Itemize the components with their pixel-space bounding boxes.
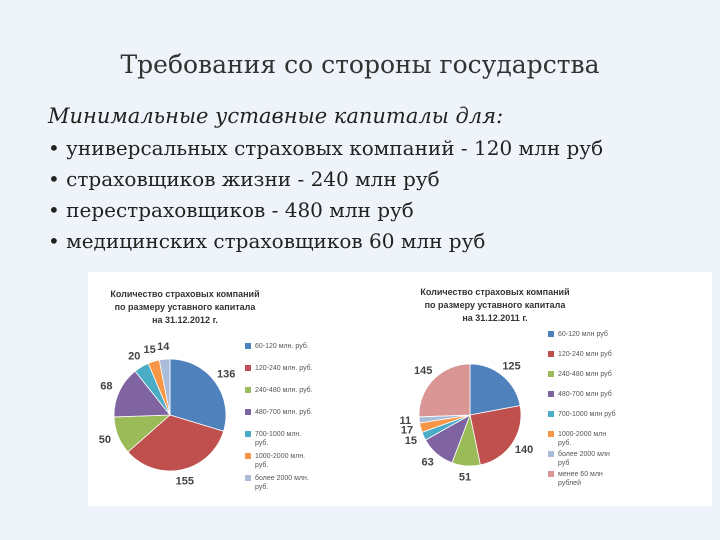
legend-label: менее 60 млн рублей — [558, 471, 603, 487]
legend-swatch — [548, 451, 554, 457]
pie-slice — [169, 358, 227, 432]
chart-title: Количество страховых компаний по размеру… — [420, 287, 570, 323]
legend-label: 120-240 млн руб — [558, 351, 612, 358]
legend-label: 60-120 млн. руб. — [255, 343, 309, 350]
data-label: 51 — [459, 472, 471, 484]
data-label: 140 — [515, 444, 533, 456]
legend-swatch — [548, 351, 554, 357]
legend-swatch — [548, 391, 554, 397]
legend-swatch — [548, 431, 554, 437]
data-label: 125 — [502, 360, 520, 372]
legend-label: 1000-2000 млн. руб. — [255, 453, 306, 469]
bullet: • универсальных страховых компаний - 120… — [48, 136, 604, 160]
data-label: 50 — [99, 434, 111, 446]
pie-slice — [469, 405, 522, 466]
pie-slice — [113, 370, 171, 418]
pie-slice — [127, 414, 225, 472]
legend-label: 240-480 млн. руб. — [255, 387, 313, 394]
data-label: 145 — [414, 365, 432, 377]
bullet: • перестраховщиков - 480 млн руб — [48, 198, 414, 222]
data-label: 20 — [128, 350, 140, 362]
legend-label: 480-700 млн. руб. — [255, 409, 313, 416]
legend-label: 480-700 млн руб — [558, 391, 612, 398]
chart-title: Количество страховых компаний по размеру… — [110, 289, 260, 325]
data-label: 136 — [217, 368, 235, 380]
data-label: 155 — [176, 475, 194, 487]
legend-swatch — [548, 331, 554, 337]
data-label: 68 — [100, 380, 112, 392]
data-label: 63 — [422, 457, 434, 469]
bullet: • медицинских страховщиков 60 млн руб — [48, 229, 486, 253]
subtitle: Минимальные уставные капиталы для: — [48, 104, 504, 128]
legend-label: 120-240 млн. руб. — [255, 365, 313, 372]
legend-swatch — [548, 371, 554, 377]
legend-label: 700-1000 млн руб — [558, 411, 616, 418]
legend-swatch — [548, 411, 554, 417]
legend-label: более 2000 млн руб — [558, 451, 610, 467]
legend-swatch — [245, 387, 251, 393]
legend-label: 240-480 млн руб — [558, 371, 612, 378]
legend-swatch — [245, 409, 251, 415]
legend-swatch — [548, 471, 554, 477]
legend-swatch — [245, 343, 251, 349]
data-label: 17 — [401, 425, 413, 437]
pie-slice — [469, 363, 521, 416]
bullet: • страховщиков жизни - 240 млн руб — [48, 167, 440, 191]
data-label: 15 — [405, 435, 417, 447]
legend-swatch — [245, 431, 251, 437]
slide-title: Требования со стороны государства — [120, 50, 600, 79]
legend-label: 60-120 млн руб — [558, 331, 608, 338]
data-label: 11 — [399, 415, 411, 427]
pie-slice — [158, 358, 171, 416]
pie-slice — [418, 363, 471, 418]
legend-label: 1000-2000 млн руб. — [558, 431, 607, 447]
data-label: 14 — [157, 341, 170, 353]
data-label: 15 — [144, 344, 156, 356]
legend-swatch — [245, 365, 251, 371]
legend-label: более 2000 млн. руб. — [255, 475, 309, 491]
legend-swatch — [245, 453, 251, 459]
legend-swatch — [245, 475, 251, 481]
legend-label: 700-1000 млн. руб. — [255, 431, 302, 447]
